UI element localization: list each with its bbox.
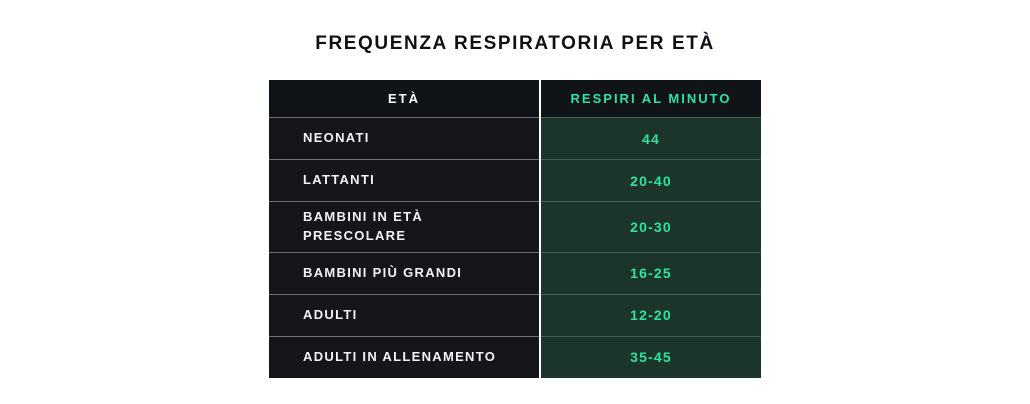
table-row-label: ADULTI <box>269 293 539 336</box>
table-row-value: 20-40 <box>541 159 761 201</box>
table-row-value: 20-30 <box>541 201 761 252</box>
table-row-label: LATTANTI <box>269 159 539 201</box>
table-row-value: 35-45 <box>541 335 761 378</box>
table-row-label: BAMBINI PIÙ GRANDI <box>269 251 539 294</box>
respiratory-rate-table: ETÀ RESPIRI AL MINUTO NEONATI 44 LATTANT… <box>269 80 761 378</box>
page-title: FREQUENZA RESPIRATORIA PER ETÀ <box>315 33 715 54</box>
table-row-value: 12-20 <box>541 293 761 336</box>
table-row-label: BAMBINI IN ETÀ PRESCOLARE <box>269 201 539 252</box>
table-row-value: 16-25 <box>541 251 761 294</box>
table-row-label: ADULTI IN ALLENAMENTO <box>269 335 539 378</box>
table-row-label: NEONATI <box>269 117 539 159</box>
column-header-breaths-per-minute: RESPIRI AL MINUTO <box>541 80 761 117</box>
column-header-age: ETÀ <box>269 80 539 117</box>
table-row-value: 44 <box>541 117 761 159</box>
